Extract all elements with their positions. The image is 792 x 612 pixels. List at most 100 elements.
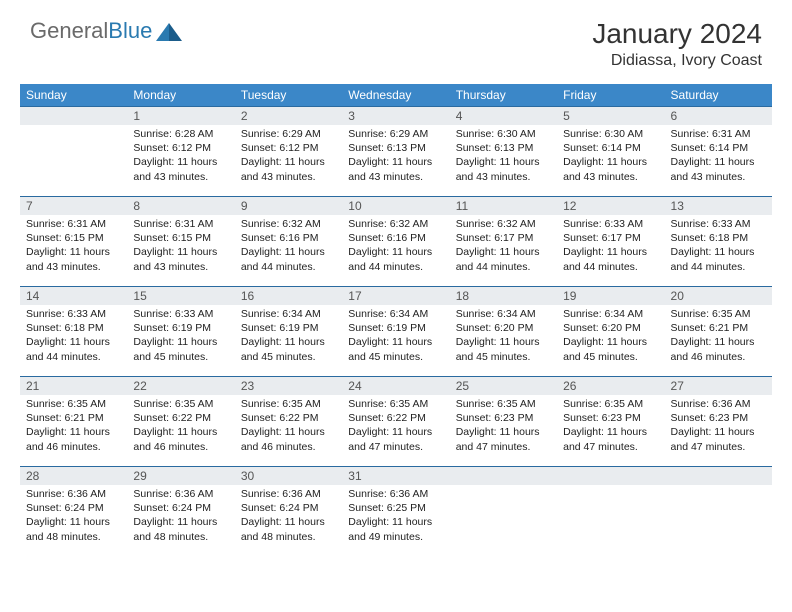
day-info: Sunrise: 6:32 AMSunset: 6:16 PMDaylight:…	[235, 215, 342, 278]
day-cell: 21Sunrise: 6:35 AMSunset: 6:21 PMDayligh…	[20, 377, 127, 467]
day-number: 21	[20, 377, 127, 395]
day-info: Sunrise: 6:33 AMSunset: 6:18 PMDaylight:…	[665, 215, 772, 278]
day-number: 11	[450, 197, 557, 215]
day-info: Sunrise: 6:36 AMSunset: 6:24 PMDaylight:…	[127, 485, 234, 548]
title-block: January 2024 Didiassa, Ivory Coast	[592, 18, 762, 70]
day-cell: 19Sunrise: 6:34 AMSunset: 6:20 PMDayligh…	[557, 287, 664, 377]
day-info: Sunrise: 6:33 AMSunset: 6:17 PMDaylight:…	[557, 215, 664, 278]
day-cell: 7Sunrise: 6:31 AMSunset: 6:15 PMDaylight…	[20, 197, 127, 287]
day-cell: 15Sunrise: 6:33 AMSunset: 6:19 PMDayligh…	[127, 287, 234, 377]
day-cell: 31Sunrise: 6:36 AMSunset: 6:25 PMDayligh…	[342, 467, 449, 557]
week-row: 21Sunrise: 6:35 AMSunset: 6:21 PMDayligh…	[20, 377, 772, 467]
day-number: 8	[127, 197, 234, 215]
empty-daynum	[557, 467, 664, 485]
day-number: 15	[127, 287, 234, 305]
dow-cell: Tuesday	[235, 84, 342, 107]
day-info: Sunrise: 6:31 AMSunset: 6:15 PMDaylight:…	[127, 215, 234, 278]
logo-triangle-icon	[156, 21, 182, 41]
day-cell: 11Sunrise: 6:32 AMSunset: 6:17 PMDayligh…	[450, 197, 557, 287]
day-number: 5	[557, 107, 664, 125]
day-info: Sunrise: 6:32 AMSunset: 6:16 PMDaylight:…	[342, 215, 449, 278]
logo-part2: Blue	[108, 18, 152, 43]
day-info: Sunrise: 6:35 AMSunset: 6:21 PMDaylight:…	[665, 305, 772, 368]
day-number: 7	[20, 197, 127, 215]
month-title: January 2024	[592, 18, 762, 50]
day-number: 25	[450, 377, 557, 395]
day-cell: 23Sunrise: 6:35 AMSunset: 6:22 PMDayligh…	[235, 377, 342, 467]
day-info: Sunrise: 6:33 AMSunset: 6:19 PMDaylight:…	[127, 305, 234, 368]
empty-daynum	[450, 467, 557, 485]
day-cell	[20, 107, 127, 197]
day-info: Sunrise: 6:35 AMSunset: 6:23 PMDaylight:…	[557, 395, 664, 458]
day-number: 6	[665, 107, 772, 125]
dow-cell: Saturday	[665, 84, 772, 107]
day-info: Sunrise: 6:31 AMSunset: 6:15 PMDaylight:…	[20, 215, 127, 278]
day-cell: 1Sunrise: 6:28 AMSunset: 6:12 PMDaylight…	[127, 107, 234, 197]
day-number: 16	[235, 287, 342, 305]
day-number: 24	[342, 377, 449, 395]
logo-part1: General	[30, 18, 108, 43]
day-cell: 14Sunrise: 6:33 AMSunset: 6:18 PMDayligh…	[20, 287, 127, 377]
day-info: Sunrise: 6:28 AMSunset: 6:12 PMDaylight:…	[127, 125, 234, 188]
week-row: 28Sunrise: 6:36 AMSunset: 6:24 PMDayligh…	[20, 467, 772, 557]
day-number: 13	[665, 197, 772, 215]
day-cell	[450, 467, 557, 557]
dow-cell: Thursday	[450, 84, 557, 107]
day-info: Sunrise: 6:34 AMSunset: 6:20 PMDaylight:…	[450, 305, 557, 368]
day-cell: 25Sunrise: 6:35 AMSunset: 6:23 PMDayligh…	[450, 377, 557, 467]
day-number: 18	[450, 287, 557, 305]
day-info: Sunrise: 6:31 AMSunset: 6:14 PMDaylight:…	[665, 125, 772, 188]
location: Didiassa, Ivory Coast	[592, 52, 762, 70]
day-number: 19	[557, 287, 664, 305]
day-number: 29	[127, 467, 234, 485]
day-cell: 6Sunrise: 6:31 AMSunset: 6:14 PMDaylight…	[665, 107, 772, 197]
day-cell: 4Sunrise: 6:30 AMSunset: 6:13 PMDaylight…	[450, 107, 557, 197]
day-cell: 5Sunrise: 6:30 AMSunset: 6:14 PMDaylight…	[557, 107, 664, 197]
day-number: 1	[127, 107, 234, 125]
day-cell	[557, 467, 664, 557]
logo-text: GeneralBlue	[30, 18, 152, 44]
day-info: Sunrise: 6:33 AMSunset: 6:18 PMDaylight:…	[20, 305, 127, 368]
day-info: Sunrise: 6:36 AMSunset: 6:24 PMDaylight:…	[235, 485, 342, 548]
day-number: 27	[665, 377, 772, 395]
day-info: Sunrise: 6:36 AMSunset: 6:24 PMDaylight:…	[20, 485, 127, 548]
dow-cell: Wednesday	[342, 84, 449, 107]
day-number: 26	[557, 377, 664, 395]
day-cell: 13Sunrise: 6:33 AMSunset: 6:18 PMDayligh…	[665, 197, 772, 287]
day-info: Sunrise: 6:35 AMSunset: 6:22 PMDaylight:…	[342, 395, 449, 458]
day-info: Sunrise: 6:29 AMSunset: 6:12 PMDaylight:…	[235, 125, 342, 188]
day-cell: 2Sunrise: 6:29 AMSunset: 6:12 PMDaylight…	[235, 107, 342, 197]
calendar: SundayMondayTuesdayWednesdayThursdayFrid…	[20, 84, 772, 557]
day-info: Sunrise: 6:32 AMSunset: 6:17 PMDaylight:…	[450, 215, 557, 278]
day-cell: 27Sunrise: 6:36 AMSunset: 6:23 PMDayligh…	[665, 377, 772, 467]
day-info: Sunrise: 6:35 AMSunset: 6:22 PMDaylight:…	[235, 395, 342, 458]
week-row: 14Sunrise: 6:33 AMSunset: 6:18 PMDayligh…	[20, 287, 772, 377]
day-number: 17	[342, 287, 449, 305]
day-number: 3	[342, 107, 449, 125]
day-number: 28	[20, 467, 127, 485]
day-info: Sunrise: 6:34 AMSunset: 6:19 PMDaylight:…	[235, 305, 342, 368]
day-cell: 28Sunrise: 6:36 AMSunset: 6:24 PMDayligh…	[20, 467, 127, 557]
day-cell: 18Sunrise: 6:34 AMSunset: 6:20 PMDayligh…	[450, 287, 557, 377]
day-info: Sunrise: 6:35 AMSunset: 6:21 PMDaylight:…	[20, 395, 127, 458]
day-cell: 10Sunrise: 6:32 AMSunset: 6:16 PMDayligh…	[342, 197, 449, 287]
logo: GeneralBlue	[30, 18, 182, 44]
day-cell: 12Sunrise: 6:33 AMSunset: 6:17 PMDayligh…	[557, 197, 664, 287]
week-row: 7Sunrise: 6:31 AMSunset: 6:15 PMDaylight…	[20, 197, 772, 287]
day-number: 2	[235, 107, 342, 125]
day-cell: 17Sunrise: 6:34 AMSunset: 6:19 PMDayligh…	[342, 287, 449, 377]
day-info: Sunrise: 6:36 AMSunset: 6:25 PMDaylight:…	[342, 485, 449, 548]
day-number: 14	[20, 287, 127, 305]
dow-cell: Sunday	[20, 84, 127, 107]
empty-daynum	[20, 107, 127, 125]
header: GeneralBlue January 2024 Didiassa, Ivory…	[0, 0, 792, 78]
day-number: 12	[557, 197, 664, 215]
day-cell: 30Sunrise: 6:36 AMSunset: 6:24 PMDayligh…	[235, 467, 342, 557]
day-info: Sunrise: 6:35 AMSunset: 6:23 PMDaylight:…	[450, 395, 557, 458]
day-number: 31	[342, 467, 449, 485]
day-number: 20	[665, 287, 772, 305]
dow-row: SundayMondayTuesdayWednesdayThursdayFrid…	[20, 84, 772, 107]
day-cell: 20Sunrise: 6:35 AMSunset: 6:21 PMDayligh…	[665, 287, 772, 377]
day-number: 23	[235, 377, 342, 395]
day-number: 30	[235, 467, 342, 485]
